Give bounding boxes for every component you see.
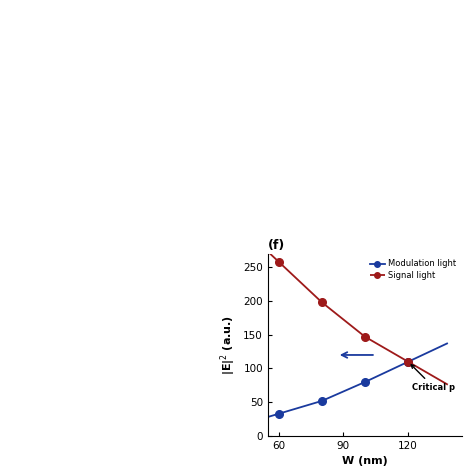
X-axis label: W (nm): W (nm) <box>342 456 388 466</box>
Text: (f): (f) <box>268 239 285 252</box>
Legend: Modulation light, Signal light: Modulation light, Signal light <box>368 258 458 282</box>
Y-axis label: |E|$^2$ (a.u.): |E|$^2$ (a.u.) <box>218 315 237 375</box>
Text: Critical p: Critical p <box>411 365 456 392</box>
